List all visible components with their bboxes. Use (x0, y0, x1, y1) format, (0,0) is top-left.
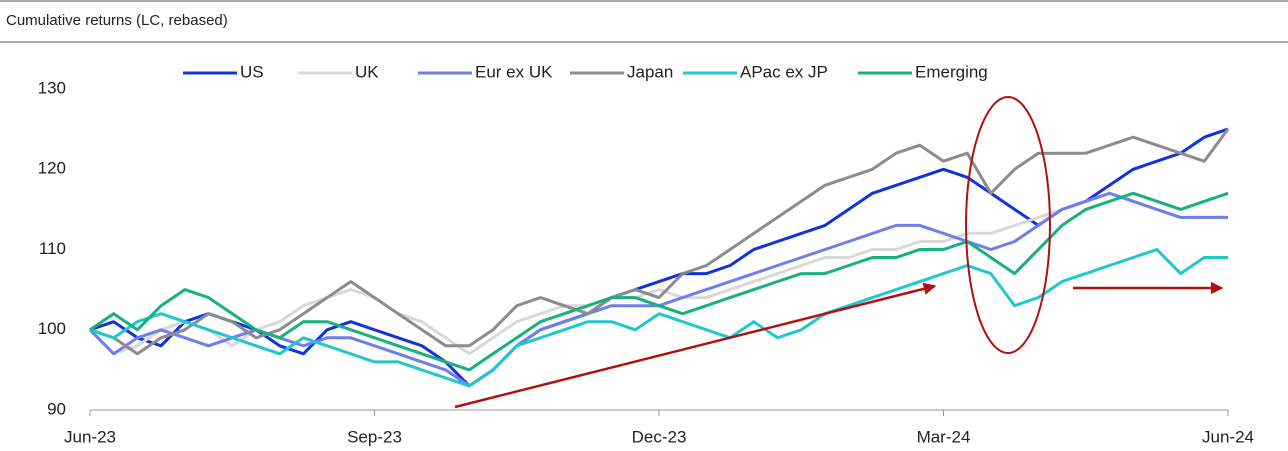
series-line (89, 128, 1230, 356)
legend-label: Eur ex UK (475, 62, 553, 81)
x-tick-label: Mar-24 (917, 427, 971, 446)
x-tick-label: Jun-23 (64, 427, 116, 446)
trend-arrow (454, 282, 937, 409)
x-tick-label: Jun-24 (1202, 427, 1254, 446)
series-line (89, 248, 1228, 388)
series-line (88, 191, 1228, 356)
y-tick-label: 110 (39, 239, 66, 258)
series-line (89, 191, 1229, 372)
highlight-ellipse (965, 96, 1051, 354)
legend-label: Emerging (915, 62, 988, 81)
x-tick-label: Dec-23 (632, 427, 687, 446)
x-tick-label: Sep-23 (347, 427, 402, 446)
y-tick-label: 90 (47, 399, 66, 418)
y-tick-label: 100 (38, 319, 66, 338)
legend-label: Japan (627, 62, 673, 81)
chart-title: Cumulative returns (LC, rebased) (6, 12, 228, 29)
y-tick-label: 120 (38, 159, 66, 178)
annotations (454, 96, 1224, 409)
y-tick-label: 130 (38, 78, 66, 97)
legend-label: US (240, 62, 264, 81)
legend-label: APac ex JP (740, 62, 828, 81)
legend-label: UK (355, 62, 379, 81)
